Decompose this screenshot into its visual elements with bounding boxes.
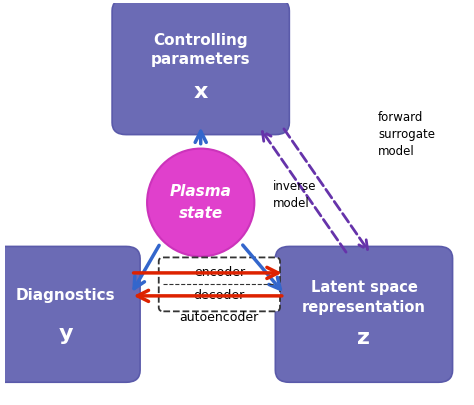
Text: decoder: decoder [194, 289, 245, 303]
Text: y: y [58, 324, 73, 343]
Text: Controlling: Controlling [154, 33, 248, 48]
FancyArrowPatch shape [284, 129, 368, 249]
Text: x: x [193, 82, 208, 102]
FancyBboxPatch shape [0, 246, 140, 382]
Text: Latent space: Latent space [310, 280, 418, 295]
FancyBboxPatch shape [275, 246, 453, 382]
FancyBboxPatch shape [159, 258, 280, 311]
Text: parameters: parameters [151, 52, 251, 67]
Text: autoencoder: autoencoder [180, 311, 259, 324]
Ellipse shape [147, 149, 255, 256]
Text: encoder: encoder [194, 266, 245, 279]
Text: inverse
model: inverse model [273, 179, 317, 209]
Text: forward
surrogate
model: forward surrogate model [378, 111, 435, 158]
Text: representation: representation [302, 300, 426, 315]
Text: Plasma: Plasma [170, 184, 232, 199]
FancyBboxPatch shape [112, 0, 289, 134]
FancyArrowPatch shape [263, 132, 346, 252]
Text: z: z [357, 328, 371, 348]
Text: Diagnostics: Diagnostics [16, 288, 115, 303]
Text: state: state [179, 206, 223, 221]
